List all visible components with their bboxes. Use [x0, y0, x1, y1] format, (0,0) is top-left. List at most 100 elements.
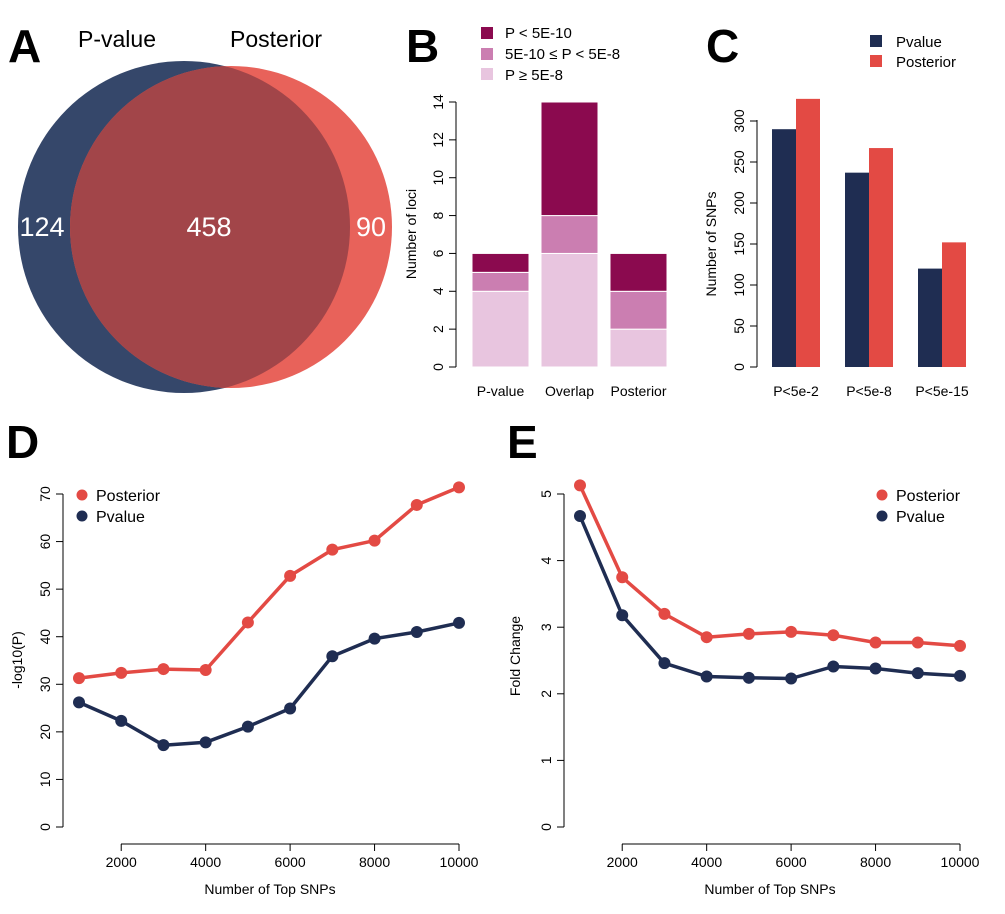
panel-b-y-tick-label: 0 [430, 363, 446, 371]
panel-c-y-tick-label: 200 [731, 191, 747, 215]
point-posterior-4000 [199, 664, 212, 677]
point-posterior-8000 [869, 636, 882, 649]
legend-label-p-ge-5e-8: P ≥ 5E-8 [505, 67, 563, 84]
panel-c-y-tick-label: 100 [731, 273, 747, 297]
point-posterior-10000 [954, 639, 966, 652]
category-label-p-value: P-value [477, 383, 525, 399]
panel-b-letter: B [406, 20, 439, 72]
panel-b-y-tick-label: 2 [430, 325, 446, 333]
point-pvalue-9000 [410, 625, 423, 638]
point-pvalue-1000 [73, 696, 85, 709]
panel-c-letter: C [706, 20, 739, 72]
panel-d-y-tick-label: 60 [37, 534, 53, 550]
point-pvalue-3000 [157, 739, 170, 752]
panel-d-x-tick-label: 10000 [440, 854, 479, 870]
point-pvalue-8000 [368, 632, 381, 645]
series-line-pvalue [578, 515, 961, 681]
legend-marker-posterior [876, 489, 888, 501]
point-posterior-4000 [700, 631, 713, 644]
venn-set2-title: Posterior [230, 26, 322, 52]
panel-c-y-tick-label: 150 [731, 232, 747, 256]
panel-b-y-tick-label: 10 [430, 170, 446, 186]
bar-p-5e-15-posterior [942, 242, 966, 367]
legend-label-pvalue: Pvalue [96, 509, 145, 526]
bar-p-value-p-5e-10 [471, 252, 530, 273]
panel-e-x-tick-label: 8000 [860, 854, 891, 870]
panel-d-x-ticks: 2000 4000 6000 8000 10000 [106, 844, 479, 870]
legend-swatch-pvalue [870, 35, 882, 47]
panel-c-legend: Pvalue Posterior [870, 34, 956, 71]
panel-d-letter: D [6, 416, 39, 468]
bar-p-value-p-5e-8 [471, 290, 530, 368]
series-line-pvalue [78, 621, 460, 747]
point-posterior-1000 [574, 479, 586, 492]
panel-e-legend: Posterior Pvalue [876, 488, 961, 526]
panel-b-y-tick-label: 12 [430, 132, 446, 148]
point-pvalue-1000 [574, 509, 586, 522]
panel-d-y-tick-label: 50 [37, 581, 53, 597]
bar-posterior-p-5e-8 [609, 328, 668, 368]
legend-label-pvalue: Pvalue [896, 34, 942, 51]
panel-b-y-tick-label: 8 [430, 211, 446, 219]
point-pvalue-5000 [241, 720, 254, 733]
panel-c-y-tick-label: 0 [731, 363, 747, 371]
category-label-posterior: Posterior [610, 383, 666, 399]
point-posterior-5000 [241, 616, 254, 629]
panel-b-category-labels: P-value Overlap Posterior [477, 383, 667, 399]
panel-e-line-chart: E 0 1 2 3 4 5 2000 4000 6000 8000 10000 Fold Chan… [507, 416, 980, 897]
legend-marker-pvalue [76, 510, 88, 522]
venn-overlap-region [70, 66, 350, 388]
point-pvalue-6000 [785, 672, 798, 685]
point-pvalue-10000 [453, 616, 465, 629]
legend-swatch-posterior [870, 55, 882, 67]
bar-posterior-p-5e-10 [609, 252, 668, 292]
panel-e-y-tick-label: 0 [538, 823, 554, 831]
panel-e-y-tick-label: 3 [538, 623, 554, 631]
panel-d-x-tick-label: 2000 [106, 854, 137, 870]
panel-c-y-tick-label: 250 [731, 150, 747, 174]
panel-e-y-axis-label: Fold Change [507, 616, 523, 696]
point-posterior-5000 [742, 627, 755, 640]
legend-swatch-5e-10-to-5e-8 [481, 48, 493, 60]
panel-b-legend: P < 5E-10 5E-10 ≤ P < 5E-8 P ≥ 5E-8 [481, 25, 620, 84]
bar-overlap-p-5e-8 [540, 252, 599, 368]
point-pvalue-8000 [869, 662, 882, 675]
panel-e-x-axis-label: Number of Top SNPs [704, 881, 835, 897]
point-pvalue-10000 [954, 669, 966, 682]
legend-label-posterior: Posterior [96, 488, 161, 505]
bar-p-5e-8-posterior [869, 148, 893, 367]
panel-e-y-tick-label: 2 [538, 690, 554, 698]
panel-e-x-tick-label: 10000 [941, 854, 980, 870]
panel-c-y-axis-label: Number of SNPs [703, 191, 719, 296]
panel-d-x-tick-label: 6000 [275, 854, 306, 870]
panel-e-x-tick-label: 6000 [776, 854, 807, 870]
point-posterior-7000 [827, 629, 840, 642]
series-line-posterior [78, 485, 460, 680]
panel-d-legend: Posterior Pvalue [76, 488, 161, 526]
panel-c-bars [772, 98, 966, 368]
bar-overlap-5e-10-p-5e-8 [540, 215, 599, 254]
panel-c-y-tick-label: 300 [731, 109, 747, 133]
bar-p-5e-8-pvalue [845, 172, 869, 367]
legend-marker-posterior [76, 489, 88, 501]
legend-label-p-lt-5e-10: P < 5E-10 [505, 25, 572, 42]
panel-b-y-tick-label: 6 [430, 249, 446, 257]
panel-d-series [73, 481, 465, 752]
panel-d-x-tick-label: 4000 [190, 854, 221, 870]
point-pvalue-7000 [827, 660, 840, 673]
panel-e-x-ticks: 2000 4000 6000 8000 10000 [607, 844, 980, 870]
panel-e-y-tick-label: 5 [538, 490, 554, 498]
category-label-p-5e-8: P<5e-8 [846, 383, 892, 399]
panel-e-y-tick-label: 1 [538, 756, 554, 764]
panel-e-series [574, 479, 966, 685]
category-label-overlap: Overlap [545, 383, 594, 399]
bar-overlap-p-5e-10 [540, 101, 599, 217]
point-posterior-2000 [115, 666, 128, 679]
point-pvalue-2000 [115, 714, 128, 727]
point-posterior-10000 [453, 481, 465, 494]
point-posterior-3000 [658, 607, 671, 620]
panel-d-y-tick-label: 0 [37, 823, 53, 831]
point-posterior-2000 [616, 571, 629, 584]
